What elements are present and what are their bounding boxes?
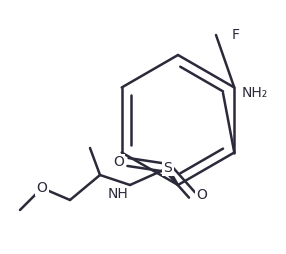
Text: O: O	[196, 188, 207, 202]
Text: O: O	[113, 155, 124, 169]
Text: S: S	[164, 161, 172, 175]
Text: NH₂: NH₂	[242, 86, 268, 100]
Text: O: O	[37, 181, 47, 195]
Text: NH: NH	[107, 187, 128, 201]
Text: F: F	[232, 28, 240, 42]
